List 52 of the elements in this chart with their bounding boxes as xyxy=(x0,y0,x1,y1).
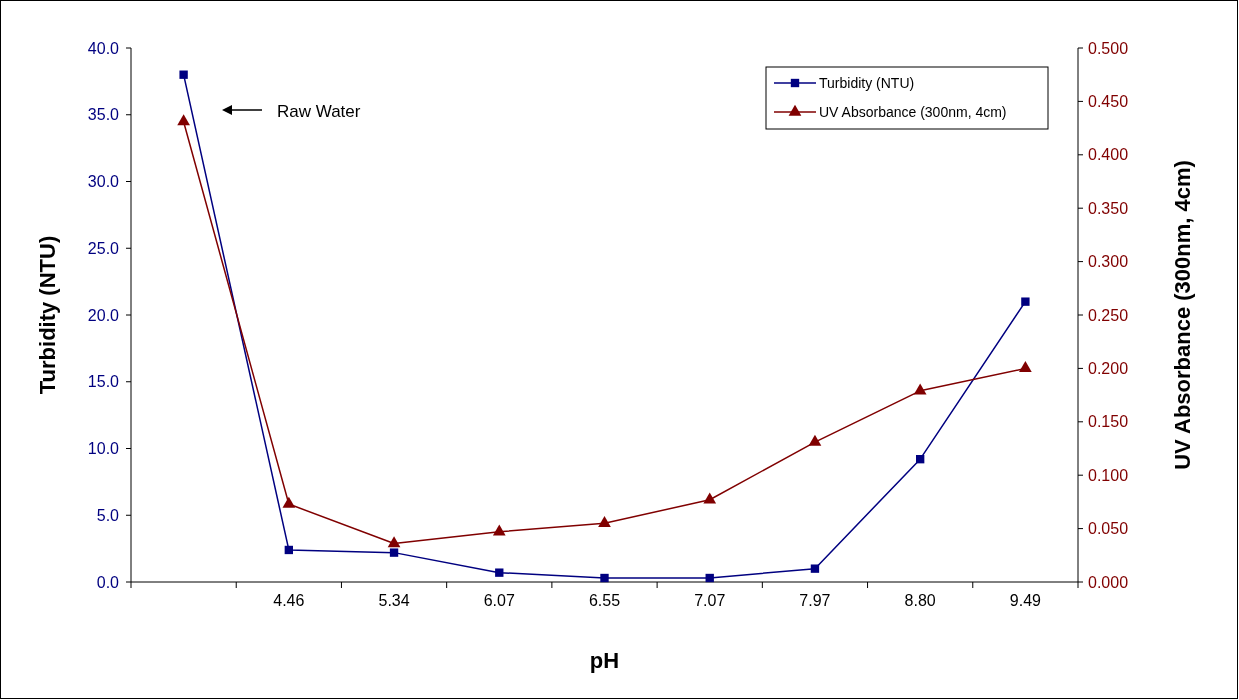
point xyxy=(389,548,399,557)
y-axis-title: Turbidity (NTU) xyxy=(35,235,60,395)
y-tick-label: 15.0 xyxy=(87,373,120,391)
y2-tick-label: 0.500 xyxy=(1088,39,1129,57)
x-tick-label: 5.34 xyxy=(378,592,410,609)
x-tick-label: 6.07 xyxy=(483,592,515,609)
point xyxy=(387,536,401,548)
x-tick-label: 8.80 xyxy=(904,592,936,609)
y-tick-label: 25.0 xyxy=(87,239,120,257)
point xyxy=(705,573,714,583)
annotation: Raw Water xyxy=(277,101,361,121)
y2-tick-label: 0.100 xyxy=(1088,466,1129,484)
y-tick-label: 30.0 xyxy=(87,173,120,191)
y2-tick-label: 0.150 xyxy=(1088,413,1129,431)
point xyxy=(1019,361,1032,373)
point xyxy=(179,70,188,79)
x-axis-title: pH xyxy=(589,648,620,673)
point xyxy=(495,568,504,577)
y2-axis-title: UV Absorbance (300nm, 4cm) xyxy=(1170,160,1195,470)
y-tick-label: 35.0 xyxy=(87,106,120,124)
x-tick-label: 6.55 xyxy=(588,592,621,609)
y-tick-label: 0.0 xyxy=(96,573,120,591)
legend-label: Turbidity (NTU) xyxy=(819,74,915,91)
x-tick-label: 7.07 xyxy=(694,592,726,609)
point xyxy=(915,455,925,464)
point xyxy=(808,434,822,446)
x-tick-label: 7.97 xyxy=(799,592,831,609)
point xyxy=(810,564,820,573)
y2-tick-label: 0.400 xyxy=(1088,146,1129,164)
point xyxy=(600,573,609,583)
y-tick-label: 40.0 xyxy=(87,39,120,57)
point xyxy=(492,524,506,536)
y-tick-label: 10.0 xyxy=(87,440,120,458)
point xyxy=(703,492,717,504)
y2-tick-label: 0.450 xyxy=(1088,93,1129,110)
y-tick-label: 20.0 xyxy=(87,306,120,324)
y2-tick-label: 0.200 xyxy=(1088,360,1129,377)
legend-label: UV Absorbance (300nm, 4cm) xyxy=(819,103,1007,120)
point xyxy=(177,114,190,126)
y-tick-label: 5.0 xyxy=(96,506,120,524)
x-tick-label: 4.46 xyxy=(273,592,305,609)
y2-tick-label: 0.050 xyxy=(1088,520,1129,538)
y2-tick-label: 0.000 xyxy=(1088,573,1129,591)
point xyxy=(1021,297,1030,306)
point xyxy=(282,496,296,508)
y2-tick-label: 0.350 xyxy=(1088,199,1129,217)
x-tick-label: 9.49 xyxy=(1009,592,1042,609)
point xyxy=(598,515,611,527)
y2-tick-label: 0.300 xyxy=(1088,253,1129,271)
y2-tick-label: 0.250 xyxy=(1088,306,1129,324)
point xyxy=(284,545,294,555)
point xyxy=(913,383,927,395)
